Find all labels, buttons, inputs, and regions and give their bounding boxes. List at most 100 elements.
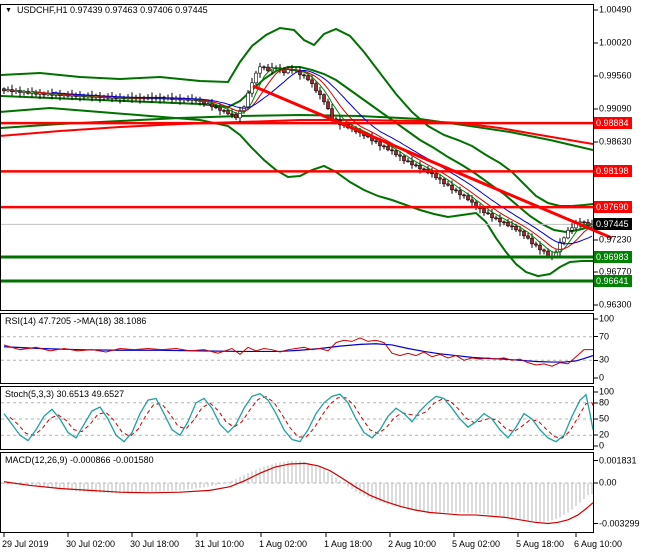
rsi-tick-label: 70 [599, 331, 610, 342]
rsi-panel-border [0, 313, 594, 384]
candle [390, 149, 394, 152]
candle [438, 177, 442, 180]
candle [234, 113, 238, 119]
symbol-collapse-arrow-icon[interactable]: ▼ [5, 7, 12, 14]
candle [410, 160, 414, 166]
candle [306, 75, 310, 81]
candle [326, 101, 330, 109]
candle [590, 224, 593, 227]
candle [238, 110, 242, 119]
candle [526, 235, 530, 239]
candle [10, 89, 14, 92]
candle [562, 237, 566, 243]
candle [510, 225, 514, 228]
candle [318, 90, 322, 95]
candle [414, 164, 418, 167]
candle [246, 92, 250, 108]
candle [394, 150, 398, 156]
price-tick-label: 0.98630 [599, 136, 632, 147]
stoch-tick-label: 50 [599, 413, 610, 424]
candle [210, 103, 214, 108]
candle [490, 213, 494, 219]
candle [546, 250, 550, 257]
macd-tick-label: -0.003299 [599, 518, 640, 528]
candle [470, 199, 474, 203]
macd-panel-border [0, 452, 594, 533]
candle [222, 110, 226, 112]
candle [482, 208, 486, 214]
price-level-badge: 0.97690 [594, 201, 632, 213]
candle [242, 106, 246, 111]
candle [286, 69, 290, 74]
downtrend-line [252, 84, 613, 240]
candle [230, 113, 234, 116]
price-level-badge: 0.98198 [594, 165, 632, 177]
price-tick-label: 0.99090 [599, 103, 632, 114]
candle [514, 225, 518, 231]
price-level-badge: 0.98884 [594, 117, 632, 129]
candle [542, 249, 546, 252]
candle [466, 195, 470, 201]
candle [518, 229, 522, 232]
candle [322, 94, 326, 103]
candle [446, 183, 450, 186]
candle [434, 173, 438, 179]
candle [378, 141, 382, 147]
candle [218, 106, 222, 111]
candle [382, 145, 386, 148]
candle [226, 110, 230, 115]
candle [418, 164, 422, 170]
candle [570, 227, 574, 231]
candle [502, 221, 506, 224]
chart-title: USDCHF,H1 0.97439 0.97463 0.97406 0.9744… [17, 5, 208, 15]
price-tick-label: 1.00020 [599, 37, 632, 48]
candle [442, 178, 446, 185]
price-panel-border [0, 4, 594, 311]
candle [374, 140, 378, 143]
price-tick-label: 0.99560 [599, 70, 632, 81]
candle [506, 221, 510, 227]
stoch-tick-label: 80 [599, 397, 610, 408]
candle [6, 89, 10, 92]
stoch-label: Stoch(5,3,3) 30.6513 49.6527 [5, 389, 125, 399]
stoch-tick-label: 100 [599, 386, 615, 397]
price-tick-label: 0.96300 [599, 299, 632, 310]
candle [314, 83, 318, 92]
stoch-tick-label: 20 [599, 429, 610, 440]
macd-tick-label: 0.00 [599, 477, 617, 488]
candle [494, 217, 498, 220]
candle [206, 103, 210, 105]
candle [330, 108, 334, 120]
time-tick-label: 5 Aug 18:00 [516, 539, 565, 549]
macd-label: MACD(12,26,9) -0.000866 -0.001580 [5, 455, 154, 465]
candle [450, 184, 454, 191]
candle [458, 190, 462, 196]
candle [462, 194, 466, 197]
candle [534, 243, 538, 246]
stoch-panel-border [0, 386, 594, 450]
time-tick-label: 1 Aug 02:00 [259, 539, 308, 549]
candle [422, 168, 426, 171]
candle [254, 72, 258, 84]
time-tick-label: 30 Jul 02:00 [66, 539, 116, 549]
candle [250, 82, 254, 94]
candle [214, 106, 218, 109]
candle [406, 160, 410, 163]
candle [302, 74, 306, 77]
candle [310, 79, 314, 84]
candle [498, 217, 502, 223]
candle [454, 189, 458, 192]
price-tick-label: 1.00490 [599, 4, 632, 15]
candle [398, 154, 402, 157]
candle [522, 230, 526, 237]
price-level-badge: 0.96641 [594, 275, 632, 287]
time-tick-label: 5 Aug 02:00 [452, 539, 501, 549]
macd-tick-label: 0.001831 [599, 455, 637, 465]
candle [566, 229, 570, 239]
rsi-label: RSI(14) 47.7205 ->MA(18) 38.1086 [5, 316, 147, 326]
price-level-badge: 0.97445 [594, 218, 632, 230]
time-tick-label: 2 Aug 10:00 [388, 539, 437, 549]
candle [282, 68, 286, 74]
